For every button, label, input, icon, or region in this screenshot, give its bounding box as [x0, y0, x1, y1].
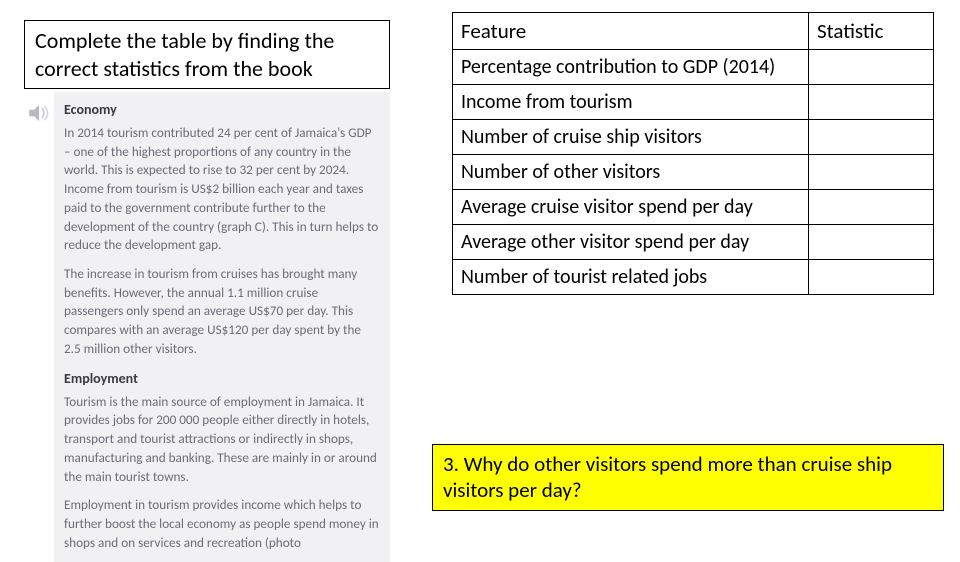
- employment-paragraph-2: Employment in tourism provides income wh…: [64, 496, 380, 552]
- instruction-box: Complete the table by finding the correc…: [24, 20, 390, 89]
- feature-cell: Number of other visitors: [453, 155, 809, 190]
- table-row: Income from tourism: [453, 85, 934, 120]
- feature-cell: Percentage contribution to GDP (2014): [453, 50, 809, 85]
- feature-table: Feature Statistic Percentage contributio…: [452, 12, 934, 295]
- instruction-text: Complete the table by finding the correc…: [35, 27, 334, 82]
- employment-paragraph-1: Tourism is the main source of employment…: [64, 393, 380, 487]
- question-box: 3. Why do other visitors spend more than…: [432, 444, 944, 511]
- economy-heading: Economy: [64, 100, 380, 120]
- economy-paragraph-2: The increase in tourism from cruises has…: [64, 265, 380, 359]
- economy-panel: Economy In 2014 tourism contributed 24 p…: [54, 92, 390, 562]
- feature-cell: Income from tourism: [453, 85, 809, 120]
- feature-cell: Average other visitor spend per day: [453, 225, 809, 260]
- feature-cell: Average cruise visitor spend per day: [453, 190, 809, 225]
- table-row: Percentage contribution to GDP (2014): [453, 50, 934, 85]
- statistic-cell[interactable]: [808, 85, 933, 120]
- statistic-cell[interactable]: [808, 50, 933, 85]
- audio-icon[interactable]: [26, 100, 52, 126]
- employment-heading: Employment: [64, 369, 380, 389]
- header-feature: Feature: [453, 13, 809, 50]
- table-row: Average cruise visitor spend per day: [453, 190, 934, 225]
- statistic-cell[interactable]: [808, 155, 933, 190]
- table-header-row: Feature Statistic: [453, 13, 934, 50]
- statistic-cell[interactable]: [808, 120, 933, 155]
- statistic-cell[interactable]: [808, 260, 933, 295]
- feature-cell: Number of cruise ship visitors: [453, 120, 809, 155]
- feature-cell: Number of tourist related jobs: [453, 260, 809, 295]
- question-text: 3. Why do other visitors spend more than…: [443, 451, 892, 503]
- header-statistic: Statistic: [808, 13, 933, 50]
- table-row: Average other visitor spend per day: [453, 225, 934, 260]
- economy-paragraph-1: In 2014 tourism contributed 24 per cent …: [64, 124, 380, 255]
- table-row: Number of tourist related jobs: [453, 260, 934, 295]
- statistic-cell[interactable]: [808, 225, 933, 260]
- table-row: Number of other visitors: [453, 155, 934, 190]
- table-row: Number of cruise ship visitors: [453, 120, 934, 155]
- statistic-cell[interactable]: [808, 190, 933, 225]
